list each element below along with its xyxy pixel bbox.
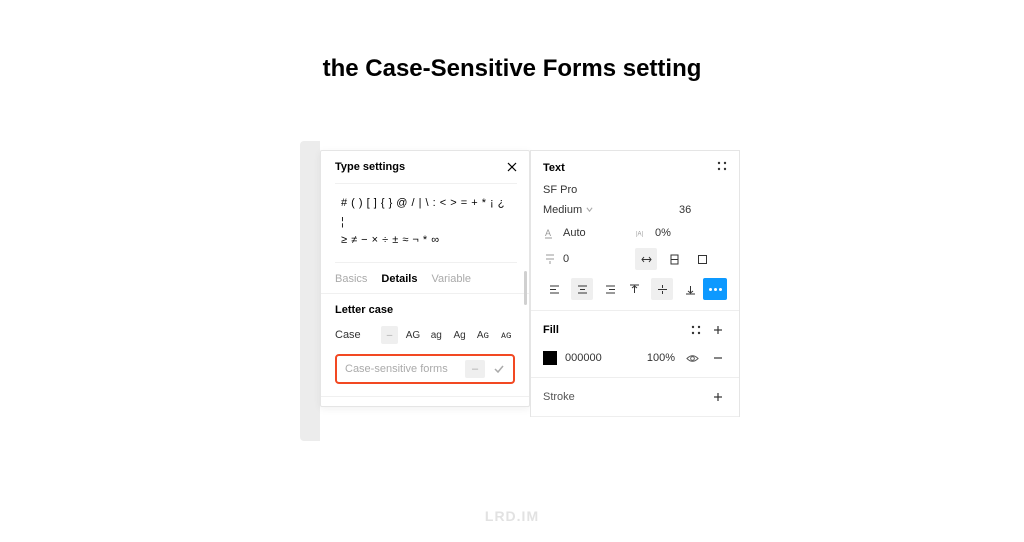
text-section: Text SF Pro Medium 36 A Auto |A| <box>531 151 739 311</box>
fill-section: Fill 000000 100% <box>531 311 739 378</box>
close-icon[interactable] <box>507 162 517 172</box>
scrollbar-thumb[interactable] <box>524 271 527 305</box>
case-sensitive-off[interactable]: – <box>465 360 485 378</box>
stroke-section-title: Stroke <box>543 391 575 403</box>
paragraph-spacing-value[interactable]: 0 <box>563 253 593 265</box>
font-family[interactable]: SF Pro <box>543 184 727 196</box>
add-stroke-icon[interactable] <box>709 388 727 406</box>
case-sensitive-forms-row: Case-sensitive forms – <box>335 354 515 384</box>
align-middle-icon[interactable] <box>651 278 673 300</box>
tabs: Basics Details Variable <box>321 263 529 294</box>
tab-basics[interactable]: Basics <box>335 273 367 285</box>
case-sensitive-on[interactable] <box>489 360 509 378</box>
case-sensitive-label: Case-sensitive forms <box>345 363 448 375</box>
align-right-icon[interactable] <box>599 278 621 300</box>
visibility-icon[interactable] <box>683 349 701 367</box>
svg-text:|A|: |A| <box>636 232 644 238</box>
remove-fill-icon[interactable] <box>709 349 727 367</box>
paragraph-spacing-icon <box>543 252 557 266</box>
case-sensitive-toggle: – <box>465 360 509 378</box>
fill-swatch[interactable] <box>543 351 557 365</box>
font-size-input[interactable]: 36 <box>679 204 727 216</box>
font-weight-select[interactable]: Medium <box>543 204 593 216</box>
fill-hex[interactable]: 000000 <box>565 352 602 364</box>
case-option-lower[interactable]: ag <box>428 326 445 344</box>
type-settings-panel: Type settings # ( ) [ ] { } @ / | \ : < … <box>320 150 530 407</box>
type-details-button[interactable] <box>703 278 727 300</box>
align-bottom-icon[interactable] <box>679 278 701 300</box>
case-option-upper[interactable]: AG <box>404 326 421 344</box>
svg-text:A: A <box>545 228 551 238</box>
letter-case-section: Letter case Case – AG ag Ag Aɢ ᴀɢ Case-s… <box>321 294 529 396</box>
case-option-title[interactable]: Ag <box>451 326 468 344</box>
inspector-panel: Text SF Pro Medium 36 A Auto |A| <box>530 150 740 417</box>
align-center-icon[interactable] <box>571 278 593 300</box>
panel-title: Type settings <box>335 161 405 173</box>
letter-spacing-icon: |A| <box>635 226 649 240</box>
text-section-title: Text <box>543 162 565 174</box>
case-option-allsmall[interactable]: ᴀɢ <box>498 326 515 344</box>
add-fill-icon[interactable] <box>709 321 727 339</box>
letter-case-title: Letter case <box>335 304 515 316</box>
case-option-none[interactable]: – <box>381 326 398 344</box>
panel-header: Type settings <box>321 151 529 183</box>
watermark: LRD.IM <box>0 508 1024 524</box>
fill-style-library-icon[interactable] <box>687 321 705 339</box>
page-title: the Case-Sensitive Forms setting <box>0 55 1024 83</box>
numbers-section-title: Numbers <box>321 396 529 406</box>
fill-opacity[interactable]: 100% <box>647 352 675 364</box>
stroke-section: Stroke <box>531 378 739 417</box>
style-library-icon[interactable] <box>717 161 727 174</box>
line-height-value[interactable]: Auto <box>563 227 593 239</box>
fill-section-title: Fill <box>543 324 559 336</box>
align-top-icon[interactable] <box>623 278 645 300</box>
case-option-smallcaps[interactable]: Aɢ <box>474 326 491 344</box>
line-height-icon: A <box>543 226 557 240</box>
glyph-preview: # ( ) [ ] { } @ / | \ : < > = + * ¡ ¿ ¦ … <box>335 183 517 263</box>
tab-variable[interactable]: Variable <box>431 273 471 285</box>
fixed-size-icon[interactable] <box>691 248 713 270</box>
case-label: Case <box>335 329 375 341</box>
tab-details[interactable]: Details <box>381 273 417 285</box>
letter-spacing-value[interactable]: 0% <box>655 227 685 239</box>
auto-height-icon[interactable] <box>663 248 685 270</box>
case-row: Case – AG ag Ag Aɢ ᴀɢ <box>335 326 515 344</box>
canvas-background <box>300 141 320 441</box>
auto-width-icon[interactable] <box>635 248 657 270</box>
align-left-icon[interactable] <box>543 278 565 300</box>
chevron-down-icon <box>586 204 593 216</box>
